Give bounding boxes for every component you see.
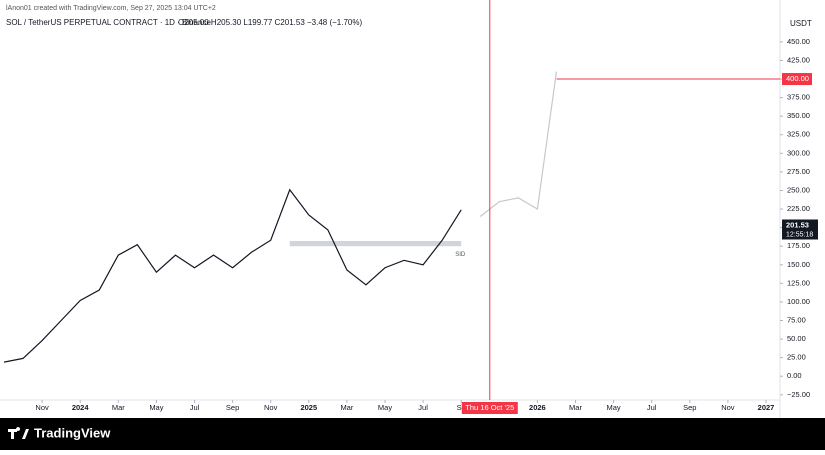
x-tick-label: Jul	[647, 403, 657, 412]
date-label-box	[461, 402, 518, 414]
price-line	[479, 71, 558, 217]
x-tick-label: Sep	[226, 403, 239, 412]
credit: lAnon01 created with TradingView.com, Se…	[6, 5, 216, 12]
y-tick-label: 425.00	[787, 55, 810, 64]
x-tick-label: Mar	[112, 403, 125, 412]
x-tick-label: Jul	[418, 403, 428, 412]
price-label-box	[782, 219, 818, 240]
x-tick-label: May	[149, 403, 163, 412]
x-tick-label: Se	[457, 403, 466, 412]
target-label-box	[782, 73, 812, 86]
y-tick-label: 350.00	[787, 111, 810, 120]
price-label: 201.53	[786, 220, 809, 229]
y-tick-label: 125.00	[787, 278, 810, 287]
ohlc: O205.00 H205.30 L199.77 C201.53 −3.48 (−…	[178, 18, 362, 27]
y-tick-label: 0.00	[787, 371, 802, 380]
x-tick-label: Mar	[340, 403, 353, 412]
support-band	[289, 241, 462, 247]
x-tick-label: Nov	[721, 403, 735, 412]
y-tick-label: 450.00	[787, 37, 810, 46]
y-tick-label: 250.00	[787, 185, 810, 194]
logo-icon	[8, 427, 29, 439]
x-tick-label: 2025	[300, 403, 317, 412]
y-tick-label: 100.00	[787, 297, 810, 306]
x-tick-label: May	[607, 403, 621, 412]
y-tick-label: 25.00	[787, 353, 806, 362]
y-tick-label: 225.00	[787, 204, 810, 213]
footer	[0, 418, 825, 450]
price-countdown: 12:55:18	[786, 231, 813, 238]
y-tick-label: 50.00	[787, 334, 806, 343]
x-tick-label: 2024	[72, 403, 90, 412]
x-tick-label: Sep	[683, 403, 696, 412]
x-tick-label: Nov	[35, 403, 49, 412]
x-tick-label: Jul	[190, 403, 200, 412]
chart-title: SOL / TetherUS PERPETUAL CONTRACT · 1D ·…	[6, 18, 212, 27]
brand: TradingView	[34, 425, 111, 440]
x-tick-label: May	[378, 403, 392, 412]
x-tick-label: Mar	[569, 403, 582, 412]
y-tick-label: −25.00	[787, 390, 810, 399]
y-tick-label: 325.00	[787, 130, 810, 139]
y-tick-label: 300.00	[787, 148, 810, 157]
y-tick-label: 150.00	[787, 260, 810, 269]
x-tick-label: 2026	[529, 403, 546, 412]
support-band-label: SID	[455, 252, 466, 258]
y-tick-label: 75.00	[787, 315, 806, 324]
date-label: Thu 16 Oct '25	[465, 403, 514, 412]
x-tick-label: 2027	[758, 403, 775, 412]
y-tick-label: 275.00	[787, 167, 810, 176]
y-tick-label: 175.00	[787, 241, 810, 250]
y-unit: USDT	[790, 19, 812, 28]
price-line	[3, 188, 462, 363]
target-label: 400.00	[786, 74, 809, 83]
y-tick-label: 375.00	[787, 93, 810, 102]
x-tick-label: Nov	[264, 403, 278, 412]
